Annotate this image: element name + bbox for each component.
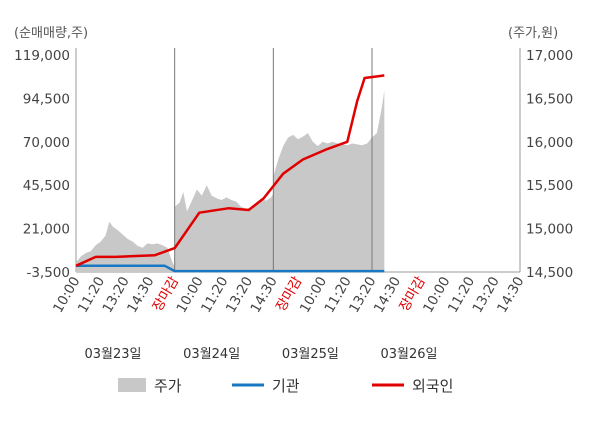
right-tick-label: 17,000 xyxy=(526,48,573,64)
date-labels: 03월23일 03월24일 03월25일 03월26일 xyxy=(84,347,437,362)
x-axis-ticks: 10:0011:2013:2014:30장마감10:0011:2013:2014… xyxy=(50,274,527,316)
legend: 주가 기관 외국인 xyxy=(118,377,453,395)
left-axis-unit: (순매매량,주) xyxy=(14,26,88,41)
series-stock-price-area xyxy=(76,90,385,272)
right-tick-label: 15,500 xyxy=(526,178,573,194)
series-institution-line xyxy=(76,264,385,273)
legend-label: 주가 xyxy=(154,377,182,395)
right-tick-label: 16,500 xyxy=(526,91,573,107)
area-layer xyxy=(76,90,385,272)
left-tick-label: 21,000 xyxy=(23,222,70,238)
left-axis-ticks: 119,000 94,500 70,000 45,500 21,000 -3,500 xyxy=(14,48,70,281)
date-label: 03월26일 xyxy=(380,347,437,362)
date-label: 03월25일 xyxy=(282,347,339,362)
right-tick-label: 14,500 xyxy=(526,265,573,281)
right-axis-ticks: 17,000 16,500 16,000 15,500 15,000 14,500 xyxy=(526,48,573,281)
legend-label: 기관 xyxy=(272,377,300,395)
left-tick-label: 45,500 xyxy=(23,178,70,194)
right-tick-label: 16,000 xyxy=(526,135,573,151)
left-tick-label: 94,500 xyxy=(23,91,70,107)
legend-label: 외국인 xyxy=(412,377,453,395)
date-label: 03월24일 xyxy=(183,347,240,362)
legend-swatch-stock-price xyxy=(118,378,146,392)
date-label: 03월23일 xyxy=(84,347,141,362)
line-layer xyxy=(75,74,385,273)
left-tick-label: 70,000 xyxy=(23,135,70,151)
series-foreign-line xyxy=(75,74,385,267)
left-tick-label: 119,000 xyxy=(14,48,70,64)
right-axis-unit: (주가,원) xyxy=(508,26,558,41)
session-separators xyxy=(174,48,373,272)
left-tick-label: -3,500 xyxy=(26,265,70,281)
right-tick-label: 15,000 xyxy=(526,222,573,238)
